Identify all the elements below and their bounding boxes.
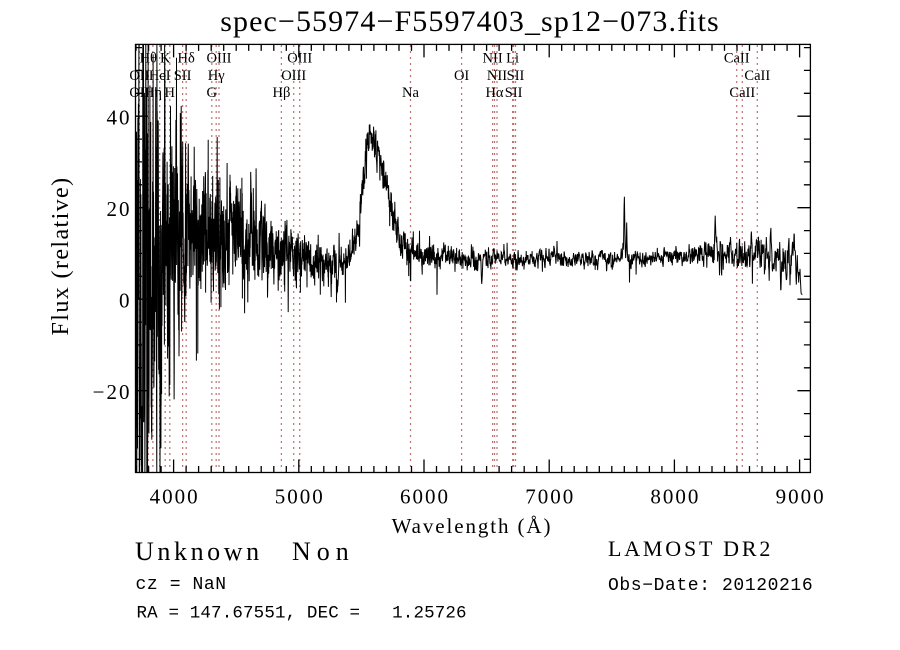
- svg-text:Hα: Hα: [485, 85, 503, 101]
- svg-text:OIII: OIII: [207, 51, 232, 67]
- svg-text:Wavelength (Å): Wavelength (Å): [392, 514, 553, 538]
- svg-text:SII: SII: [174, 68, 192, 84]
- svg-text:K: K: [160, 51, 171, 67]
- svg-text:OI: OI: [454, 68, 469, 84]
- svg-text:cz = NaN: cz = NaN: [136, 575, 227, 595]
- svg-text:5000: 5000: [275, 485, 325, 509]
- svg-text:Unknown: Unknown: [135, 537, 263, 566]
- svg-text:4000: 4000: [150, 485, 200, 509]
- svg-text:6000: 6000: [400, 485, 450, 509]
- svg-text:Li: Li: [506, 51, 519, 67]
- svg-text:40: 40: [107, 106, 132, 130]
- svg-text:0: 0: [119, 289, 132, 313]
- svg-text:Non: Non: [292, 537, 355, 566]
- svg-text:LAMOST DR2: LAMOST DR2: [608, 536, 773, 561]
- svg-text:OIII: OIII: [281, 68, 306, 84]
- svg-text:Hδ: Hδ: [178, 51, 195, 67]
- svg-text:Hθ: Hθ: [140, 51, 157, 67]
- svg-text:CaII: CaII: [729, 85, 755, 101]
- svg-text:8000: 8000: [650, 485, 700, 509]
- svg-text:SII: SII: [507, 68, 525, 84]
- svg-text:H: H: [165, 85, 176, 101]
- svg-text:9000: 9000: [776, 485, 826, 509]
- svg-text:Hη: Hη: [144, 85, 162, 101]
- svg-text:CaII: CaII: [744, 68, 770, 84]
- svg-text:7000: 7000: [525, 485, 575, 509]
- svg-text:NII: NII: [487, 68, 507, 84]
- svg-text:HeI: HeI: [149, 68, 171, 84]
- svg-text:SII: SII: [505, 85, 523, 101]
- svg-text:Hβ: Hβ: [272, 85, 290, 101]
- svg-text:Obs−Date: 20120216: Obs−Date: 20120216: [608, 576, 813, 596]
- svg-text:OIII: OIII: [287, 51, 312, 67]
- svg-text:OII: OII: [129, 85, 149, 101]
- svg-text:20: 20: [107, 197, 132, 221]
- svg-text:−20: −20: [93, 380, 132, 404]
- svg-text:CaII: CaII: [724, 51, 750, 67]
- svg-text:Na: Na: [402, 85, 419, 101]
- svg-text:OII: OII: [129, 68, 149, 84]
- svg-text:G: G: [207, 85, 218, 101]
- svg-text:Flux (relative): Flux (relative): [48, 177, 74, 336]
- svg-text:NII: NII: [483, 51, 503, 67]
- svg-text:RA = 147.67551, DEC = 1.2572: RA = 147.67551, DEC = 1.25726: [137, 604, 467, 624]
- svg-text:Hγ: Hγ: [208, 68, 225, 84]
